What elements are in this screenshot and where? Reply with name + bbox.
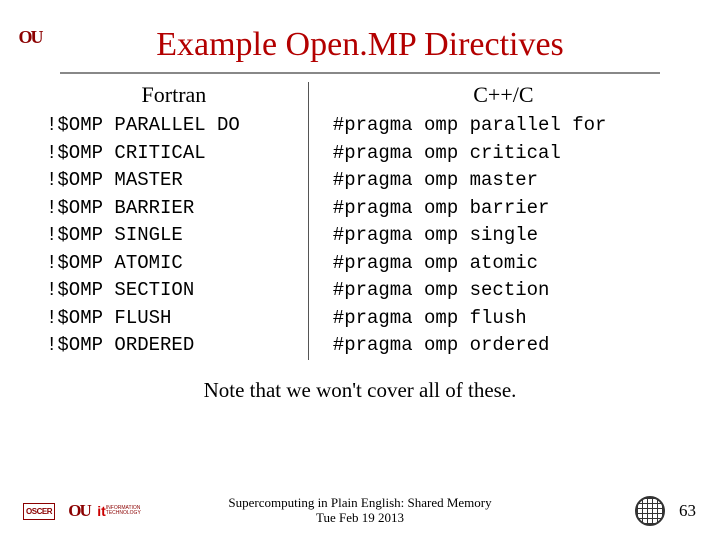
oscer-logo: OSCER: [24, 496, 54, 526]
title-rule: [60, 72, 660, 74]
footer-caption: Supercomputing in Plain English: Shared …: [228, 495, 491, 526]
footer: OSCER OU it INFORMATION TECHNOLOGY Super…: [0, 496, 720, 526]
fortran-column: Fortran !$OMP PARALLEL DO !$OMP CRITICAL…: [40, 82, 309, 360]
footer-line2: Tue Feb 19 2013: [228, 510, 491, 526]
note-text: Note that we won't cover all of these.: [30, 378, 690, 403]
ou-logo-top: OU: [16, 28, 44, 62]
ou-logo-icon: OU: [19, 28, 42, 46]
it-logo: it INFORMATION TECHNOLOGY: [104, 496, 134, 526]
cpp-column: C++/C #pragma omp parallel for #pragma o…: [309, 82, 680, 360]
fortran-code: !$OMP PARALLEL DO !$OMP CRITICAL !$OMP M…: [46, 112, 302, 360]
oscer-logo-icon: OSCER: [23, 503, 55, 520]
footer-right: 63: [635, 496, 696, 526]
page-number: 63: [679, 501, 696, 521]
footer-logos-left: OSCER OU it INFORMATION TECHNOLOGY: [24, 496, 134, 526]
it-logo-big: it: [97, 503, 106, 519]
cpp-header: C++/C: [333, 82, 674, 108]
cpp-code: #pragma omp parallel for #pragma omp cri…: [333, 112, 674, 360]
globe-icon: [635, 496, 665, 526]
slide: OU Example Open.MP Directives Fortran !$…: [0, 0, 720, 540]
ou-logo-footer: OU: [64, 496, 94, 526]
page-title: Example Open.MP Directives: [30, 26, 690, 64]
it-logo-small: INFORMATION TECHNOLOGY: [106, 506, 141, 516]
fortran-header: Fortran: [46, 82, 302, 108]
ou-small-icon: OU: [68, 501, 90, 521]
footer-line1: Supercomputing in Plain English: Shared …: [228, 495, 491, 511]
columns-container: Fortran !$OMP PARALLEL DO !$OMP CRITICAL…: [30, 82, 690, 360]
